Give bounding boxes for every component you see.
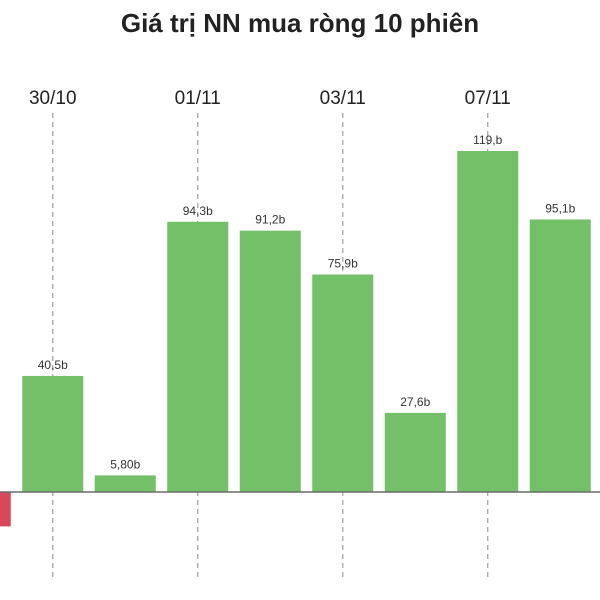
bar-value-label: 5,80b (110, 457, 140, 471)
bar (94, 475, 156, 492)
bar-value-label: 95,1b (545, 201, 575, 215)
bar-value-label: 40,5b (38, 358, 68, 372)
x-tick-label: 30/10 (29, 88, 77, 109)
bar (529, 219, 591, 492)
bar-value-label: 91,2b (255, 213, 285, 227)
bar (457, 151, 519, 492)
bar-value-label: 75,9b (328, 257, 358, 271)
bar-value-label: 27,6b (400, 395, 430, 409)
bar (312, 274, 374, 492)
bar (167, 221, 229, 492)
bar (384, 412, 446, 492)
bar (22, 375, 84, 492)
x-tick-label: 07/11 (465, 88, 511, 109)
bar (239, 230, 301, 493)
x-tick-label: 01/11 (175, 88, 221, 109)
x-tick-label: 03/11 (320, 88, 366, 109)
bar-negative (0, 492, 11, 527)
bar-value-label: 119,b (473, 133, 502, 147)
chart-title: Giá trị NN mua ròng 10 phiên (120, 8, 480, 38)
bar-value-label: 94,3b (183, 204, 213, 218)
